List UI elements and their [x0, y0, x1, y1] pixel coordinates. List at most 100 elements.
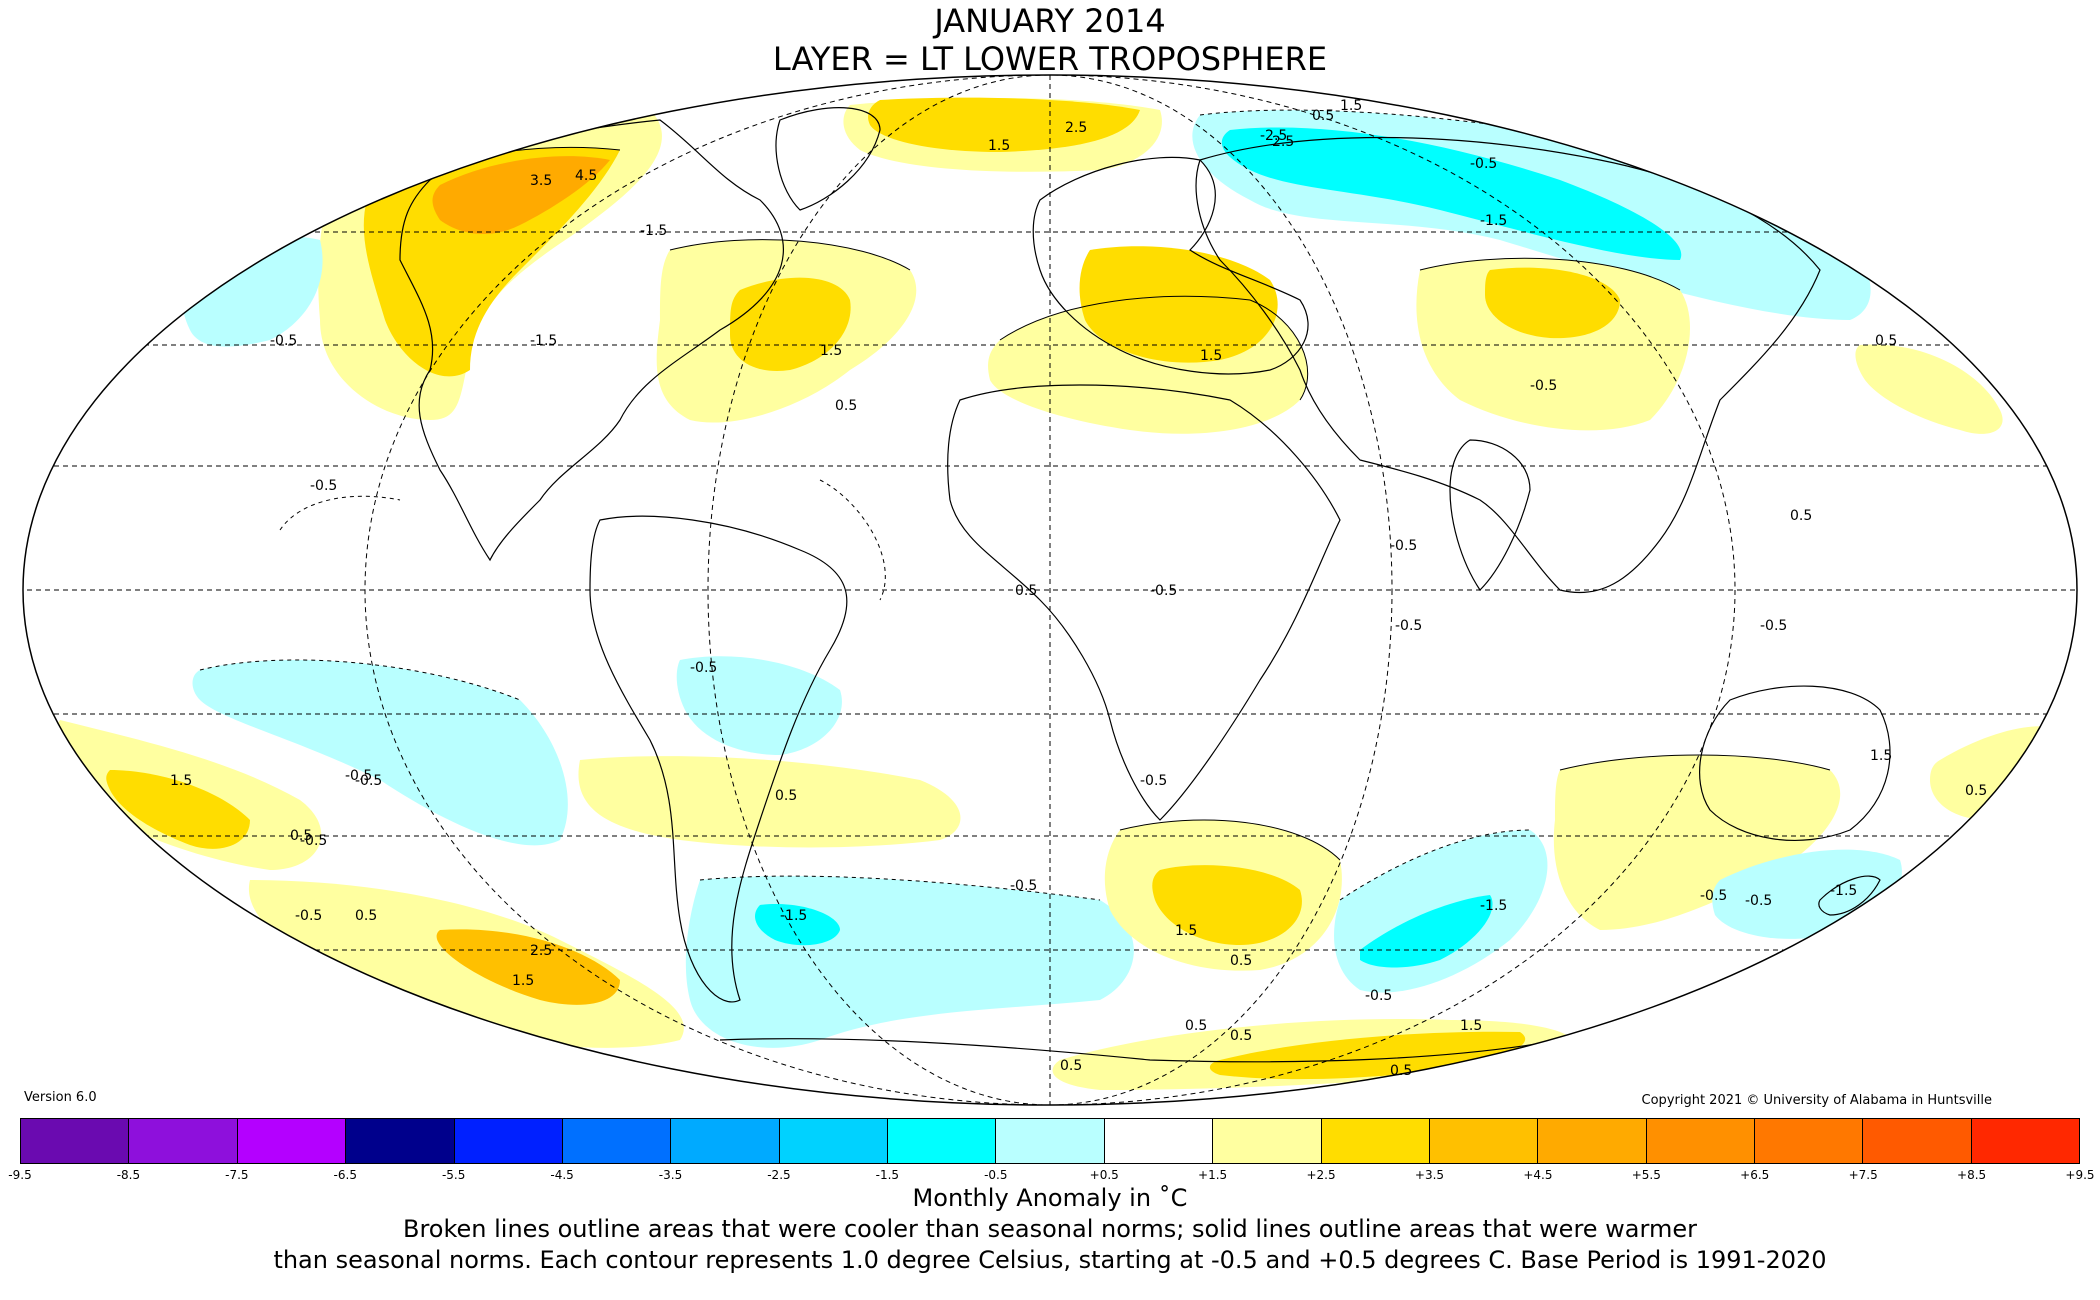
contour-cool	[279, 495, 401, 531]
contour-label: 4.5	[575, 168, 597, 184]
color-scale-cell	[996, 1119, 1105, 1163]
contour-label: -0.5	[1140, 773, 1167, 789]
color-scale-tick-label: +2.5	[1306, 1168, 1336, 1182]
contour-label: -0.5	[1150, 583, 1177, 599]
contour-labels: 4.5 3.5 2.5 1.5 -1.5 -0.5 0.5 1.5 -2.5 2…	[170, 98, 1987, 1079]
contour-label: -0.5	[1390, 538, 1417, 554]
contour-warm	[999, 295, 1309, 401]
color-scale-cell	[1646, 1119, 1755, 1163]
anomaly-patch-europe-strong	[1079, 246, 1278, 363]
coastline-antarctica	[719, 1038, 1561, 1063]
coastline-new-zealand	[1818, 875, 1881, 916]
contour-label: -0.5	[690, 660, 717, 676]
coastline-north-america	[399, 119, 784, 562]
color-scale-cell	[346, 1119, 455, 1163]
contour-label: 1.5	[1340, 98, 1362, 114]
contour-label: 1.5	[1200, 348, 1222, 364]
color-scale-ticks: -9.5 -8.5 -7.5 -6.5 -5.5 -4.5 -3.5 -2.5 -1.5 -0.5…	[8, 1168, 2094, 1186]
contour-warm	[1119, 819, 1341, 861]
color-scale-tick-label: +8.5	[1957, 1168, 1987, 1182]
anomaly-patch-pacific-warm	[1855, 344, 2003, 434]
anomaly-patch-central-asia-warm	[1416, 258, 1690, 431]
anomaly-patch-central-asia-strong	[1485, 267, 1620, 339]
anomaly-patch-south-pacific-strong-east	[436, 929, 620, 1005]
contour-label: -0.5	[270, 333, 297, 349]
contour-cool	[1339, 829, 1531, 901]
coastline-india	[1449, 439, 1531, 591]
contour-label: 1.5	[1175, 923, 1197, 939]
contour-label: -0.5	[355, 773, 382, 789]
contour-label: 0.5	[1312, 108, 1334, 124]
copyright-label: Copyright 2021 © University of Alabama i…	[1641, 1093, 1992, 1108]
color-scale-tick-label: +1.5	[1198, 1168, 1228, 1182]
color-scale-cell	[1321, 1119, 1430, 1163]
contour-label: 1.5	[1460, 1018, 1482, 1034]
contour-label: 0.5	[835, 398, 857, 414]
anomaly-patch-south-atlantic-warm	[578, 756, 961, 848]
color-scale-tick-label: -9.5	[8, 1168, 32, 1182]
map-title: JANUARY 2014	[934, 2, 1166, 40]
contour-label: -2.5	[1260, 128, 1287, 144]
color-scale-tick-label: +5.5	[1631, 1168, 1661, 1182]
contour-label: 0.5	[1875, 333, 1897, 349]
contour-label: -0.5	[1395, 618, 1422, 634]
contour-label: -0.5	[1530, 378, 1557, 394]
color-scale-tick-label: -2.5	[767, 1168, 791, 1182]
contour-warm	[669, 239, 911, 271]
color-scale-cell	[454, 1119, 563, 1163]
color-scale-cell	[1863, 1119, 1972, 1163]
color-scale-cell	[1755, 1119, 1864, 1163]
contour-label: 1.5	[512, 973, 534, 989]
color-scale-cell	[1213, 1119, 1322, 1163]
color-scale-cell	[779, 1119, 888, 1163]
color-scale-cell	[21, 1119, 130, 1163]
color-scale-tick-label: -3.5	[658, 1168, 683, 1182]
color-scale-cell	[671, 1119, 780, 1163]
color-scale-tick-label: -5.5	[441, 1168, 466, 1182]
contour-label: -0.5	[345, 768, 372, 784]
color-scale-tick-label: -6.5	[333, 1168, 357, 1182]
contour-label: -0.5	[1365, 988, 1392, 1004]
contour-warm	[1559, 754, 1831, 771]
anomaly-patch-south-pacific-strong-west	[106, 770, 250, 849]
anomaly-patch-atlantic-strong	[730, 277, 851, 371]
contour-label: 1.5	[170, 773, 192, 789]
contour-label: 0.5	[1185, 1018, 1207, 1034]
color-scale-tick-label: +7.5	[1848, 1168, 1878, 1182]
contour-label: 0.5	[1390, 1063, 1412, 1079]
color-scale-tick-label: +9.5	[2065, 1168, 2095, 1182]
color-scale-cell	[1971, 1119, 2080, 1163]
contour-label: 0.5	[290, 828, 312, 844]
contour-label: -1.5	[1480, 898, 1507, 914]
legend-note-line-1: Broken lines outline areas that were coo…	[403, 1215, 1697, 1243]
color-scale-cell	[1429, 1119, 1539, 1163]
contour-label: -1.5	[530, 333, 557, 349]
anomaly-patch-southern-ocean-strong	[755, 904, 840, 946]
color-scale-tick-label: -8.5	[116, 1168, 141, 1182]
contour-cool	[199, 659, 521, 701]
contour-label: -0.5	[300, 833, 327, 849]
color-scale-cell	[129, 1119, 238, 1163]
contour-label: -0.5	[310, 478, 337, 494]
color-scale-tick-label: +4.5	[1523, 1168, 1553, 1182]
contour-label: 1.5	[1870, 748, 1892, 764]
anomaly-patch-south-indian-strong	[1152, 865, 1302, 945]
color-scale-cell	[237, 1119, 347, 1163]
contour-label: -0.5	[1745, 893, 1772, 909]
anomaly-patch-canada-core	[432, 156, 610, 235]
contour-warm	[1419, 257, 1681, 291]
meridian-ellipse	[707, 75, 1393, 1105]
contour-label: 3.5	[530, 173, 552, 189]
contour-label: 2.5	[1272, 134, 1294, 150]
color-scale-tick-label: -1.5	[875, 1168, 900, 1182]
contour-label: 1.5	[820, 343, 842, 359]
map-subtitle: LAYER = LT LOWER TROPOSPHERE	[772, 40, 1328, 78]
coastline-africa	[947, 384, 1341, 821]
legend-unit-label: Monthly Anomaly in ˚C	[912, 1184, 1188, 1212]
color-scale-tick-label: -0.5	[984, 1168, 1008, 1182]
contour-label: -0.5	[1010, 878, 1037, 894]
contour-label: 0.5	[1015, 583, 1037, 599]
contour-label: 0.5	[1230, 1028, 1252, 1044]
contour-label: -0.5	[1700, 888, 1727, 904]
